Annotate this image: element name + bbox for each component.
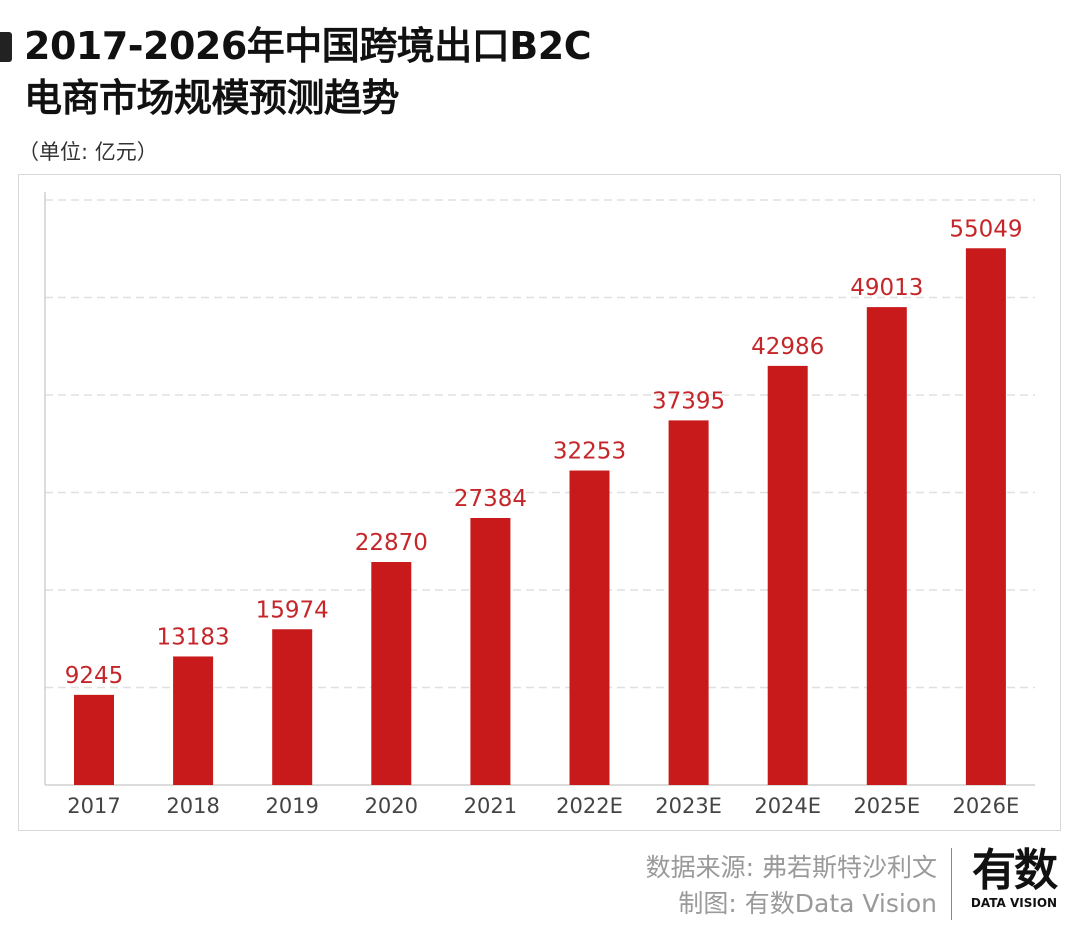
x-tick-label: 2019 [265,794,318,818]
logo-cn: 有数 [972,845,1058,896]
bar [371,562,412,785]
bar [965,248,1006,786]
logo: 有数 DATA VISION [966,845,1062,911]
bar [866,307,907,785]
data-label: 22870 [355,530,428,556]
bar [272,629,313,785]
unit-label: （单位: 亿元） [18,140,158,164]
data-label: 55049 [949,216,1022,242]
data-source: 数据来源: 弗若斯特沙利文 [645,853,937,882]
chart-title: 2017-2026年中国跨境出口B2C 电商市场规模预测趋势 [24,20,592,124]
bar [767,365,808,785]
data-label: 37395 [652,388,725,414]
chart-credit: 制图: 有数Data Vision [678,889,937,918]
data-label: 49013 [850,275,923,301]
x-tick-label: 2026E [953,794,1020,818]
x-tick-label: 2018 [166,794,219,818]
title-line-1: 2017-2026年中国跨境出口B2C [24,24,592,68]
x-tick-label: 2025E [853,794,920,818]
x-tick-label: 2024E [754,794,821,818]
x-tick-label: 2020 [365,794,418,818]
bar [470,518,511,785]
data-label: 9245 [65,663,124,689]
x-tick-label: 2021 [464,794,517,818]
divider [951,848,952,920]
data-label: 13183 [157,624,230,650]
bar [569,470,610,785]
logo-en: DATA VISION [970,896,1058,910]
title-line-2: 电商市场规模预测趋势 [24,76,400,120]
chart-frame [18,174,1061,831]
bar [173,656,214,785]
data-label: 42986 [751,334,824,360]
bar [668,420,709,785]
title-marker [0,32,12,62]
x-tick-label: 2022E [556,794,623,818]
data-label: 32253 [553,439,626,465]
source-note: 数据来源: 弗若斯特沙利文 制图: 有数Data Vision [646,850,937,922]
x-tick-label: 2023E [655,794,722,818]
data-label: 15974 [256,597,329,623]
bar [74,694,114,785]
x-tick-label: 2017 [67,794,120,818]
data-label: 27384 [454,486,527,512]
